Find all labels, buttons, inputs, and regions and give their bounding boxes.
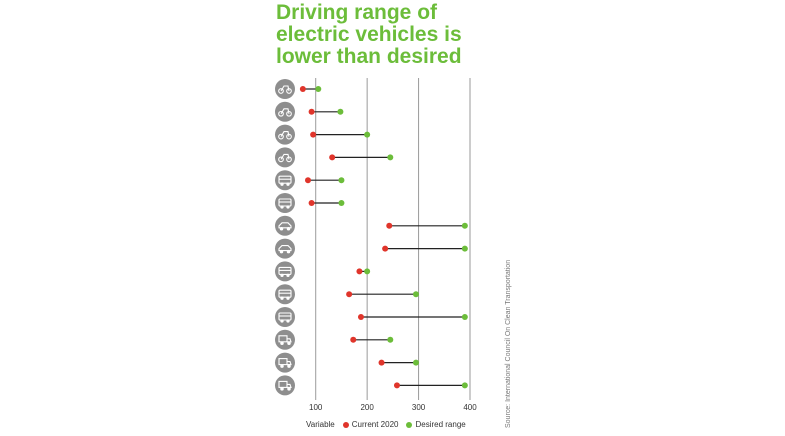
pickup-truck-icon-badge — [275, 329, 295, 350]
sedan-car-icon-badge — [275, 238, 295, 259]
desired-point-row-6 — [338, 200, 345, 206]
desired-point-row-12 — [387, 336, 394, 343]
title-line-2: electric vehicles is — [276, 23, 462, 46]
current-point-row-1 — [299, 86, 306, 92]
scooter-icon-badge — [275, 124, 295, 145]
auto-rickshaw-icon — [278, 175, 292, 186]
city-bus-icon-badge — [275, 284, 295, 305]
current-point-row-5 — [305, 177, 311, 184]
legend-desired-label: Desired range — [415, 420, 466, 429]
legend-title: Variable — [306, 420, 335, 429]
desired-point-row-4 — [387, 154, 394, 161]
current-point-row-7 — [386, 222, 393, 229]
x-tick-label-200: 200 — [360, 403, 374, 412]
desired-point-row-8 — [461, 245, 468, 252]
desired-point-row-5 — [338, 177, 345, 184]
minibus-icon-badge — [275, 261, 295, 282]
light-truck-icon-badge — [275, 352, 295, 373]
motorcycle-icon-badge — [275, 147, 295, 168]
bicycle-icon — [278, 85, 292, 94]
e-scooter-icon — [278, 108, 292, 117]
source-note: Source: International Council On Clean T… — [505, 259, 512, 428]
e-scooter-icon-badge — [275, 101, 295, 122]
current-point-row-6 — [308, 200, 315, 206]
coach-bus-icon-badge — [275, 307, 295, 327]
desired-point-row-9 — [364, 268, 371, 275]
legend-current-label: Current 2020 — [351, 420, 399, 429]
desired-point-row-7 — [461, 222, 468, 229]
current-point-row-2 — [308, 108, 315, 115]
current-point-row-8 — [382, 245, 389, 252]
legend-desired-dot — [406, 421, 413, 428]
legend-current-dot — [342, 421, 349, 428]
desired-point-row-14 — [461, 382, 468, 389]
motorcycle-icon — [278, 153, 292, 163]
heavy-truck-icon-badge — [275, 375, 295, 396]
city-bus-icon — [278, 289, 292, 300]
minibus-icon — [278, 266, 292, 278]
e-rickshaw-icon-badge — [275, 193, 295, 213]
desired-point-row-10 — [413, 291, 419, 298]
current-point-row-12 — [350, 336, 357, 343]
pickup-truck-icon — [278, 335, 292, 346]
title-line-1: Driving range of — [276, 1, 438, 24]
bicycle-icon-badge — [275, 79, 295, 99]
current-point-row-14 — [393, 382, 400, 389]
hatchback-car-icon-badge — [275, 215, 295, 236]
current-point-row-11 — [357, 314, 364, 320]
scooter-icon — [278, 131, 292, 140]
current-point-row-9 — [356, 268, 363, 275]
hatchback-car-icon — [278, 222, 292, 231]
current-point-row-3 — [310, 131, 317, 138]
heavy-truck-icon — [278, 380, 292, 391]
x-tick-label-300: 300 — [412, 403, 426, 412]
x-tick-label-400: 400 — [463, 403, 477, 412]
legend: Variable Current 2020 Desired range — [306, 420, 466, 429]
title-line-3: lower than desired — [276, 45, 462, 68]
sedan-car-icon — [278, 245, 292, 254]
chart-title: Driving range of electric vehicles is lo… — [276, 2, 496, 68]
desired-point-row-1 — [315, 86, 322, 92]
current-point-row-10 — [346, 291, 353, 298]
current-point-row-13 — [378, 359, 385, 366]
auto-rickshaw-icon-badge — [275, 170, 295, 191]
desired-point-row-13 — [413, 359, 419, 366]
desired-point-row-11 — [461, 314, 468, 320]
desired-point-row-2 — [337, 108, 344, 115]
coach-bus-icon — [278, 312, 292, 323]
x-tick-label-100: 100 — [309, 403, 323, 412]
e-rickshaw-icon — [278, 198, 292, 209]
light-truck-icon — [278, 358, 292, 368]
infographic-panel — [264, 0, 517, 436]
desired-point-row-3 — [364, 131, 371, 138]
current-point-row-4 — [329, 154, 336, 161]
